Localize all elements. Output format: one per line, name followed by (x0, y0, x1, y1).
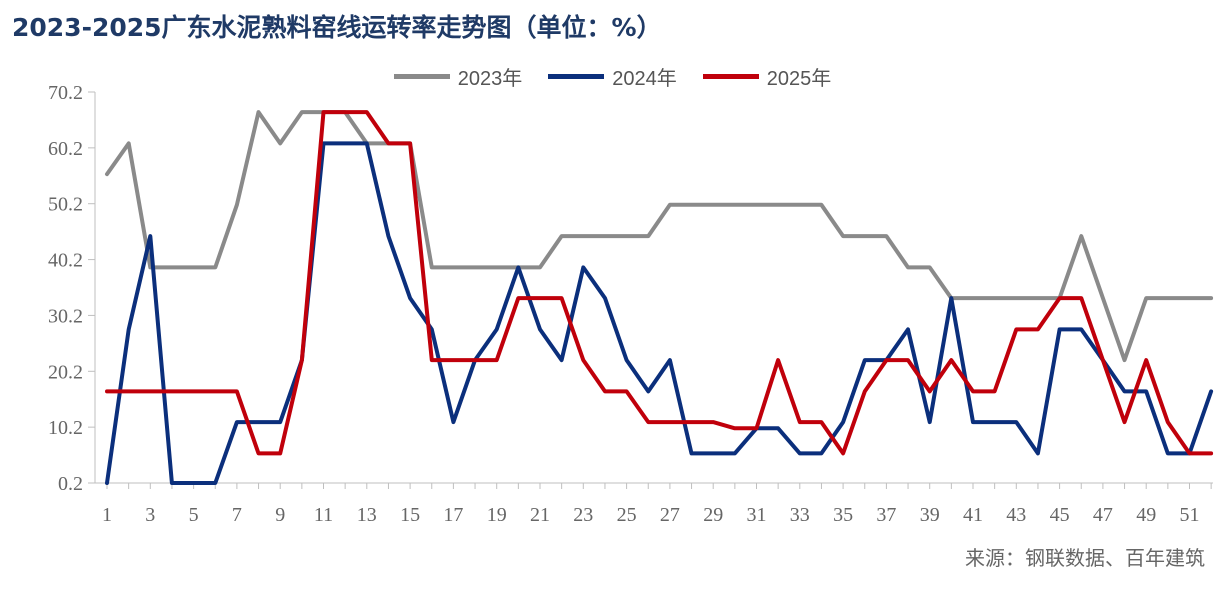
x-tick-label: 41 (963, 504, 983, 526)
legend-item-2024: 2024年 (548, 62, 677, 91)
x-tick-label: 9 (275, 504, 285, 526)
series-line-0 (105, 110, 1214, 363)
legend-item-2025: 2025年 (702, 62, 832, 91)
y-tick-label: 60.2 (48, 138, 83, 160)
source-note: 来源：钢联数据、百年建筑 (965, 546, 1205, 570)
y-tick-label: 50.2 (48, 194, 83, 216)
x-tick-label: 13 (357, 504, 377, 526)
x-tick-label: 21 (530, 504, 550, 526)
legend-label-2025: 2025年 (766, 68, 832, 90)
x-tick-label: 23 (573, 504, 593, 526)
x-tick-label: 33 (790, 504, 810, 526)
y-tick-label: 0.2 (58, 473, 83, 495)
x-tick-label: 47 (1093, 504, 1113, 526)
x-tick-label: 27 (660, 504, 680, 526)
x-tick-label: 43 (1006, 504, 1026, 526)
x-tick-label: 49 (1136, 504, 1156, 526)
x-tick-label: 11 (314, 504, 333, 526)
x-tick-label: 25 (617, 504, 637, 526)
x-tick-label: 45 (1050, 504, 1070, 526)
x-tick-label: 7 (232, 504, 242, 526)
y-tick-label: 10.2 (48, 417, 83, 439)
x-tick-label: 39 (920, 504, 940, 526)
x-tick-label: 29 (703, 504, 723, 526)
legend-label-2023: 2023年 (457, 68, 523, 90)
series-line-2 (105, 110, 1214, 456)
y-tick-label: 40.2 (48, 250, 83, 272)
x-tick-label: 1 (102, 504, 112, 526)
x-tick-label: 19 (487, 504, 507, 526)
y-tick-label: 20.2 (48, 361, 83, 383)
legend: 2023年 2024年 2025年 (0, 62, 1225, 91)
x-tick-label: 37 (876, 504, 896, 526)
x-tick-label: 5 (189, 504, 199, 526)
legend-label-2024: 2024年 (612, 68, 677, 90)
y-tick-label: 70.2 (48, 82, 83, 104)
legend-swatch-2024 (548, 74, 605, 79)
x-tick-label: 3 (145, 504, 155, 526)
x-tick-label: 35 (833, 504, 853, 526)
legend-item-2023: 2023年 (393, 62, 523, 91)
y-tick-label: 30.2 (48, 305, 83, 327)
x-tick-label: 17 (443, 504, 463, 526)
chart-title: 2023-2025广东水泥熟料窑线运转率走势图（单位：%） (12, 13, 662, 42)
x-tick-label: 31 (747, 504, 767, 526)
x-tick-label: 15 (400, 504, 420, 526)
x-tick-label: 51 (1180, 504, 1200, 526)
series-line-1 (105, 141, 1214, 485)
legend-swatch-2023 (393, 74, 450, 79)
legend-swatch-2025 (702, 74, 759, 79)
